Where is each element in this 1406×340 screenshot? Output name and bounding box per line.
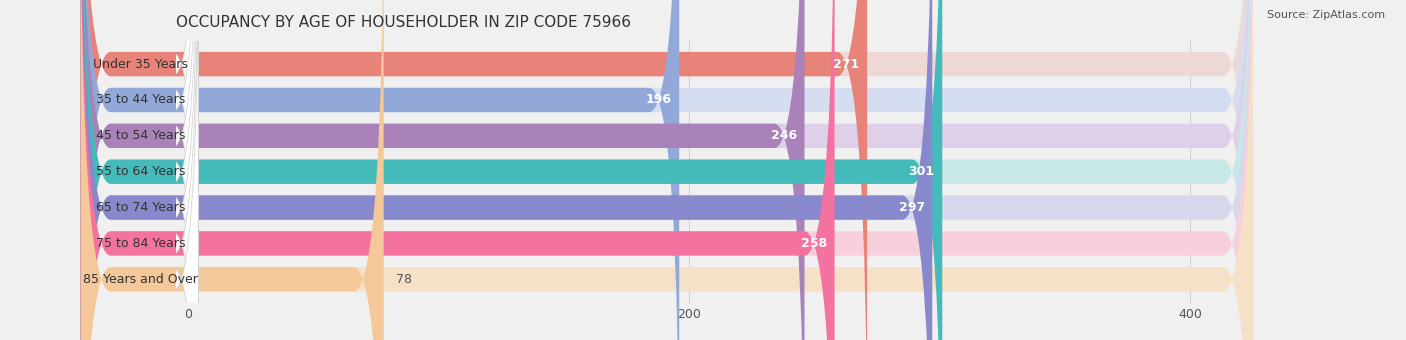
Text: 65 to 74 Years: 65 to 74 Years — [96, 201, 186, 214]
Text: 297: 297 — [898, 201, 925, 214]
Text: 271: 271 — [834, 57, 859, 71]
Text: Source: ZipAtlas.com: Source: ZipAtlas.com — [1267, 10, 1385, 20]
Text: 196: 196 — [645, 94, 672, 106]
FancyBboxPatch shape — [80, 0, 804, 340]
FancyBboxPatch shape — [83, 0, 198, 340]
Text: OCCUPANCY BY AGE OF HOUSEHOLDER IN ZIP CODE 75966: OCCUPANCY BY AGE OF HOUSEHOLDER IN ZIP C… — [176, 15, 631, 30]
Text: 78: 78 — [396, 273, 412, 286]
FancyBboxPatch shape — [80, 0, 1253, 340]
Text: 258: 258 — [801, 237, 827, 250]
Text: 55 to 64 Years: 55 to 64 Years — [96, 165, 186, 178]
FancyBboxPatch shape — [83, 0, 198, 340]
FancyBboxPatch shape — [80, 0, 1253, 340]
FancyBboxPatch shape — [80, 0, 679, 340]
FancyBboxPatch shape — [80, 0, 868, 340]
FancyBboxPatch shape — [83, 0, 198, 340]
FancyBboxPatch shape — [83, 0, 198, 340]
FancyBboxPatch shape — [80, 0, 1253, 340]
FancyBboxPatch shape — [83, 0, 198, 340]
Text: 45 to 54 Years: 45 to 54 Years — [96, 129, 186, 142]
FancyBboxPatch shape — [80, 0, 942, 340]
FancyBboxPatch shape — [80, 0, 1253, 340]
FancyBboxPatch shape — [80, 0, 384, 340]
Text: 301: 301 — [908, 165, 935, 178]
Text: Under 35 Years: Under 35 Years — [93, 57, 188, 71]
FancyBboxPatch shape — [80, 0, 1253, 340]
Text: 85 Years and Over: 85 Years and Over — [83, 273, 198, 286]
FancyBboxPatch shape — [83, 0, 198, 340]
FancyBboxPatch shape — [80, 0, 835, 340]
FancyBboxPatch shape — [83, 0, 198, 340]
FancyBboxPatch shape — [80, 0, 1253, 340]
Text: 75 to 84 Years: 75 to 84 Years — [96, 237, 186, 250]
Text: 35 to 44 Years: 35 to 44 Years — [96, 94, 186, 106]
Text: 246: 246 — [770, 129, 797, 142]
FancyBboxPatch shape — [80, 0, 1253, 340]
FancyBboxPatch shape — [80, 0, 932, 340]
